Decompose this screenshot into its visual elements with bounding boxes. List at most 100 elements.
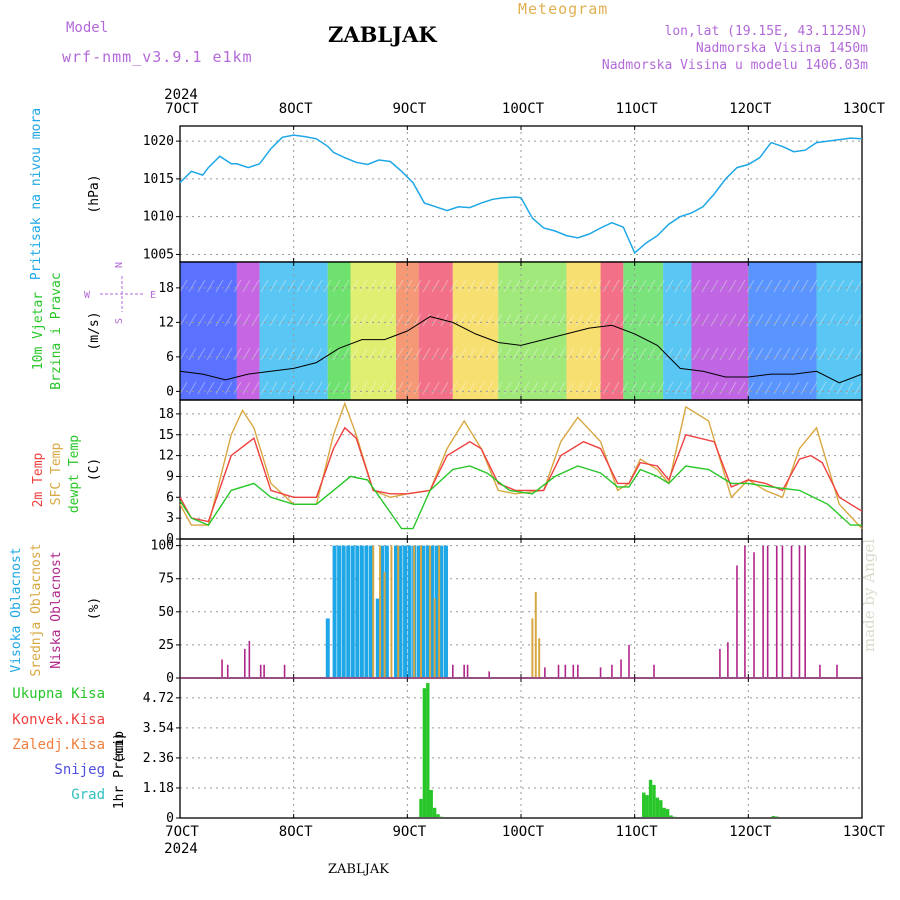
meteogram-label: Meteogram xyxy=(518,0,609,18)
y-tick-label: 1.18 xyxy=(143,781,174,796)
mid-cloud-bar xyxy=(397,545,400,677)
high-cloud-bar xyxy=(393,545,398,677)
low-cloud-bar xyxy=(719,648,721,677)
coords: lon,lat (19.15E, 43.1125N) xyxy=(664,24,869,39)
high-cloud-bar xyxy=(398,545,403,677)
low-cloud-bar xyxy=(753,552,755,677)
temp-2m-line xyxy=(179,426,863,523)
y-tick-label: 1015 xyxy=(143,172,174,187)
y-tick-label: 0 xyxy=(166,811,174,826)
low-cloud-bar xyxy=(564,664,567,677)
compass-north: N xyxy=(114,262,125,268)
compass-west: W xyxy=(84,290,91,301)
dewpoint-line xyxy=(179,465,862,530)
low-cloud-bar xyxy=(259,664,262,677)
low-cloud-bar xyxy=(790,545,793,677)
wind-band xyxy=(327,262,351,400)
low-cloud-bar xyxy=(744,545,746,677)
wind-band xyxy=(623,262,664,400)
wind-band xyxy=(816,262,862,400)
low-cloud-bar xyxy=(466,664,469,677)
wind-band xyxy=(663,262,692,400)
mid-cloud-bar xyxy=(534,591,537,677)
high-cloud-bar xyxy=(421,545,426,677)
low-cloud-bar xyxy=(804,545,806,677)
low-cloud-bar xyxy=(557,664,560,677)
precip-legend-item: Ukupna Kisa xyxy=(12,686,105,702)
mid-cloud-bar xyxy=(413,545,416,677)
precip-bar xyxy=(642,792,646,817)
y-tick-label: 0 xyxy=(166,384,174,399)
low-cloud-bar xyxy=(736,565,738,677)
precip-bar xyxy=(436,814,440,817)
low-cloud-bar xyxy=(226,664,229,677)
high-cloud-bar xyxy=(368,545,373,677)
wind-axis-title-2: Brzina i Pravac xyxy=(49,272,64,389)
low-cloud-bar xyxy=(599,667,602,677)
low-cloud-bar xyxy=(727,642,729,677)
precip-bar xyxy=(662,807,666,817)
x-tick-label-bottom: 13OCT xyxy=(843,824,886,840)
cloud-axis-title-mid: Srednja Oblacnost xyxy=(29,543,44,676)
y-tick-label: 100 xyxy=(151,539,174,554)
unit-label: (%) xyxy=(87,597,102,620)
mid-cloud-bar xyxy=(372,545,375,677)
station-title: ZABLJAK xyxy=(328,22,437,47)
precip-axis-title: 1hr Precip xyxy=(112,731,127,809)
compass-east: E xyxy=(150,290,156,301)
low-cloud-bar xyxy=(452,664,454,677)
high-cloud-bar xyxy=(359,545,364,677)
unit-label: (hPa) xyxy=(87,174,102,213)
low-cloud-bar xyxy=(762,545,764,677)
x-tick-label-top: 10OCT xyxy=(502,101,545,117)
unit-label: (mm) xyxy=(112,732,127,763)
low-cloud-bar xyxy=(781,545,784,677)
low-cloud-bar xyxy=(819,664,821,677)
precip-bar xyxy=(426,683,430,817)
mid-cloud-bar xyxy=(429,545,432,677)
compass-cross xyxy=(100,276,144,312)
precip-bar xyxy=(659,800,663,817)
precip-bar xyxy=(775,816,779,817)
precip-bar xyxy=(422,688,427,817)
cloud-axis-title-low: Niska Oblacnost xyxy=(49,551,64,668)
low-cloud-bar xyxy=(798,545,801,677)
y-tick-label: 0 xyxy=(166,532,174,547)
wind-band xyxy=(566,262,601,400)
high-cloud-bar xyxy=(346,545,351,677)
precip-bar xyxy=(665,809,670,817)
elevation-model: Nadmorska Visina u modelu 1406.03m xyxy=(601,58,868,73)
high-cloud-bar xyxy=(416,545,421,677)
x-tick-label-top: 9OCT xyxy=(392,101,426,117)
high-cloud-bar xyxy=(350,545,355,677)
mid-cloud-bar xyxy=(383,572,386,677)
low-cloud-bar xyxy=(283,664,286,677)
wind-band xyxy=(600,262,624,400)
wind-band xyxy=(350,262,396,400)
mid-cloud-bar xyxy=(390,545,393,677)
x-tick-label-bottom: 12OCT xyxy=(729,824,772,840)
wind-speed-line xyxy=(179,316,863,384)
temp-axis-title-sfc: SFC Temp xyxy=(49,443,64,506)
x-tick-label-bottom: 8OCT xyxy=(279,824,313,840)
year-label-bottom: 2024 xyxy=(164,841,198,857)
unit-label: (m/s) xyxy=(87,311,102,350)
wind-axis-title-1: 10m Vjetar xyxy=(31,292,46,370)
x-tick-label-top: 11OCT xyxy=(616,101,659,117)
high-cloud-bar xyxy=(337,545,342,677)
wind-band xyxy=(418,262,453,400)
precip-legend-item: Zaledj.Kisa xyxy=(12,737,105,753)
low-cloud-bar xyxy=(577,664,579,677)
low-cloud-bar xyxy=(611,664,613,677)
precip-bar xyxy=(432,807,437,817)
high-cloud-bar xyxy=(430,545,435,677)
high-cloud-bar xyxy=(439,545,444,677)
low-cloud-bar xyxy=(544,667,546,677)
low-cloud-bar xyxy=(488,671,490,677)
low-cloud-bar xyxy=(263,664,265,677)
high-cloud-bar xyxy=(425,545,430,677)
low-cloud-bar xyxy=(221,659,223,677)
panel-frame xyxy=(179,677,863,819)
high-cloud-bar xyxy=(384,545,389,677)
model-name: wrf-nmm_v3.9.1 e1km xyxy=(62,48,253,66)
